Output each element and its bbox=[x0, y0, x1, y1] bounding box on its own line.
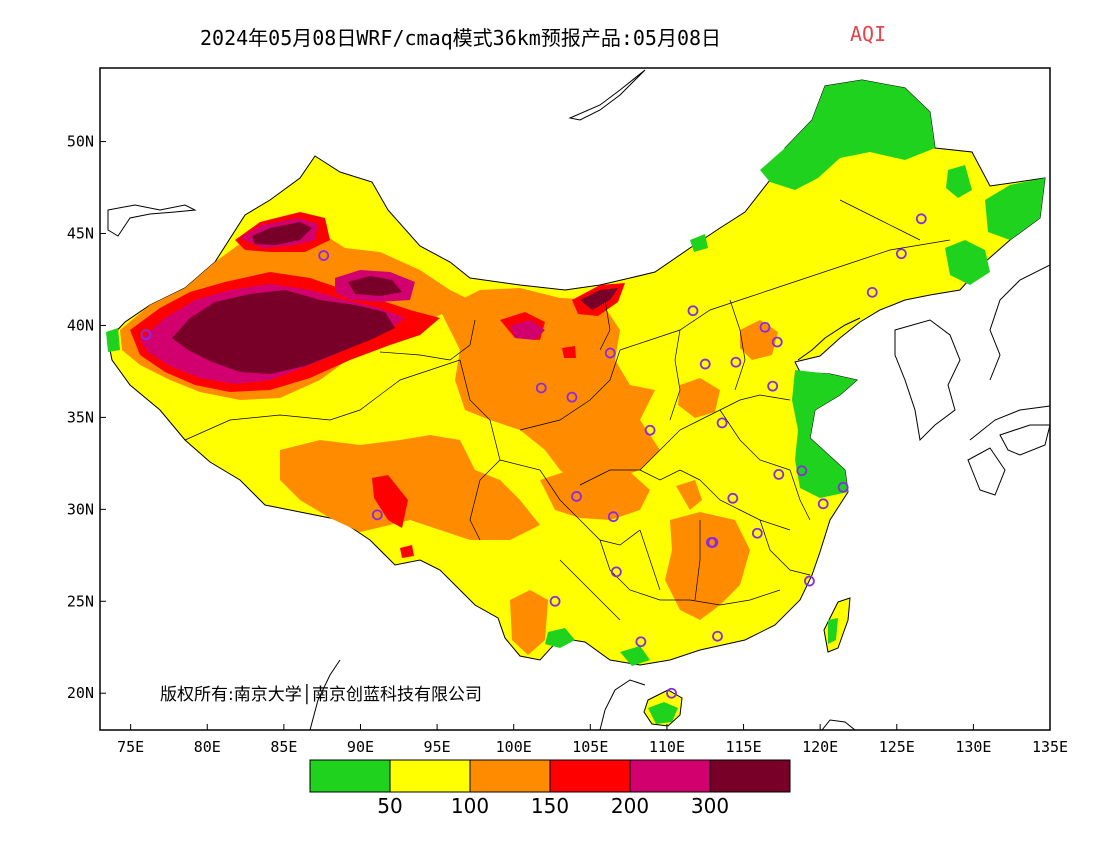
city-station-marker bbox=[571, 491, 582, 502]
region-hainan-good bbox=[648, 702, 678, 724]
lat-tick-label: 50N bbox=[67, 133, 94, 151]
lon-tick-label: 120E bbox=[802, 738, 838, 756]
region-hazardous-inner-mongolia bbox=[580, 288, 618, 310]
region-sensitive-yunnan bbox=[510, 590, 548, 655]
copyright-text: 版权所有:南京大学│南京创蓝科技有限公司 bbox=[160, 685, 482, 705]
legend-color-swatch bbox=[709, 759, 791, 793]
title-main-text: 2024年05月08日WRF/cmaq模式36km预报产品:05月08日 bbox=[200, 26, 722, 50]
legend-color-swatch bbox=[549, 759, 631, 793]
city-station-marker bbox=[751, 527, 763, 539]
region-good-jilin-2 bbox=[946, 165, 972, 198]
region-good-northeast bbox=[760, 80, 935, 190]
city-station-marker bbox=[727, 492, 739, 504]
city-station-marker bbox=[371, 509, 383, 521]
region-good-yunnan bbox=[545, 628, 575, 648]
lat-tick-label: 35N bbox=[67, 408, 94, 426]
city-station-marker bbox=[707, 537, 719, 548]
lon-tick-label: 100E bbox=[496, 738, 532, 756]
region-good-jilin bbox=[945, 240, 990, 285]
region-hazardous-tarim bbox=[172, 290, 395, 374]
lat-tick-label: 40N bbox=[67, 316, 94, 334]
region-sensitive-hubei bbox=[676, 480, 702, 510]
lon-tick-label: 85E bbox=[270, 738, 297, 756]
coastlines bbox=[107, 69, 1050, 730]
title-variable-text: AQI bbox=[850, 22, 887, 46]
city-station-marker bbox=[687, 305, 699, 317]
city-station-marker bbox=[915, 213, 927, 225]
city-station-marker bbox=[716, 417, 728, 429]
city-station-marker bbox=[771, 336, 783, 348]
city-station-marker bbox=[796, 465, 808, 477]
region-sensitive-tibet bbox=[280, 435, 540, 540]
city-station-marker bbox=[666, 687, 677, 699]
city-station-marker bbox=[607, 511, 619, 523]
city-station-marker bbox=[318, 250, 330, 261]
region-taiwan-good bbox=[828, 618, 838, 644]
region-good-hebei-spot bbox=[690, 234, 708, 252]
city-station-marker bbox=[604, 347, 616, 359]
city-station-marker bbox=[610, 566, 622, 578]
legend-color-swatch bbox=[309, 759, 391, 793]
lon-tick-label: 125E bbox=[879, 738, 915, 756]
latitude-axis: 20N 25N 30N 35N 40N 45N 50N bbox=[67, 133, 106, 702]
lon-tick-label: 90E bbox=[347, 738, 374, 756]
city-station-marker bbox=[566, 391, 578, 403]
legend-value-label: 150 bbox=[530, 794, 570, 818]
lat-tick-label: 20N bbox=[67, 684, 94, 702]
lon-tick-label: 115E bbox=[725, 738, 761, 756]
city-station-marker bbox=[635, 636, 647, 648]
lon-tick-label: 75E bbox=[117, 738, 144, 756]
city-station-marker bbox=[759, 321, 771, 333]
city-station-marker bbox=[817, 498, 829, 510]
aqi-legend-colorbar bbox=[309, 759, 791, 793]
city-station-marker bbox=[773, 468, 785, 480]
legend-value-label: 100 bbox=[450, 794, 490, 818]
region-sensitive-qinghai-gansu bbox=[440, 288, 660, 485]
city-station-marker bbox=[767, 380, 779, 392]
region-sensitive-hunan bbox=[665, 512, 750, 620]
lat-tick-label: 30N bbox=[67, 500, 94, 518]
city-station-marker bbox=[699, 358, 711, 370]
city-station-marker bbox=[644, 424, 656, 436]
city-station-marker bbox=[730, 356, 742, 368]
longitude-axis: 75E 80E 85E 90E 95E 100E 105E 110E 115E 120E 125E 1… bbox=[117, 724, 1068, 756]
legend-value-label: 200 bbox=[610, 794, 650, 818]
lat-tick-label: 25N bbox=[67, 592, 94, 610]
city-station-marker bbox=[140, 329, 152, 341]
lon-tick-label: 105E bbox=[572, 738, 608, 756]
legend-value-label: 50 bbox=[377, 794, 403, 818]
aqi-field bbox=[100, 68, 1050, 730]
city-station-marker bbox=[549, 595, 561, 607]
region-good-shandong-jiangsu bbox=[792, 370, 857, 498]
region-unhealthy-tibet-spot bbox=[372, 475, 408, 528]
region-hazardous-dzungaria bbox=[252, 222, 312, 245]
legend-color-swatch bbox=[469, 759, 551, 793]
region-hazardous-turpan bbox=[348, 276, 402, 296]
legend-color-swatch bbox=[629, 759, 711, 793]
region-very-unhealthy-gansu bbox=[510, 320, 545, 340]
region-good-xinjiang-west bbox=[106, 328, 120, 352]
province-boundaries bbox=[184, 199, 951, 621]
region-good-east-heilongjiang bbox=[985, 178, 1045, 240]
legend-color-swatch bbox=[389, 759, 471, 793]
lon-tick-label: 80E bbox=[194, 738, 221, 756]
city-station-marker bbox=[837, 481, 849, 493]
legend-value-label: 300 bbox=[690, 794, 730, 818]
map-frame bbox=[99, 67, 1051, 731]
city-station-marker bbox=[535, 382, 547, 394]
lon-tick-label: 130E bbox=[955, 738, 991, 756]
city-station-marker bbox=[804, 575, 815, 587]
city-station-marker bbox=[712, 630, 723, 642]
lat-tick-label: 45N bbox=[67, 225, 94, 243]
region-sensitive-henan bbox=[678, 378, 720, 418]
lon-tick-label: 110E bbox=[649, 738, 685, 756]
city-station-marker bbox=[866, 286, 878, 298]
city-station-marker bbox=[895, 248, 907, 260]
lon-tick-label: 135E bbox=[1032, 738, 1068, 756]
lon-tick-label: 95E bbox=[424, 738, 451, 756]
region-good-guangxi bbox=[620, 646, 650, 666]
city-station-markers bbox=[140, 213, 927, 699]
map-title: 2024年05月08日WRF/cmaq模式36km预报产品:05月08日 AQI bbox=[0, 22, 1100, 52]
